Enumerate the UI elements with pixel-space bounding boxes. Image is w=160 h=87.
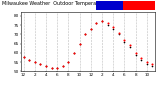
Text: Milwaukee Weather  Outdoor Temperature: Milwaukee Weather Outdoor Temperature (2, 1, 106, 6)
